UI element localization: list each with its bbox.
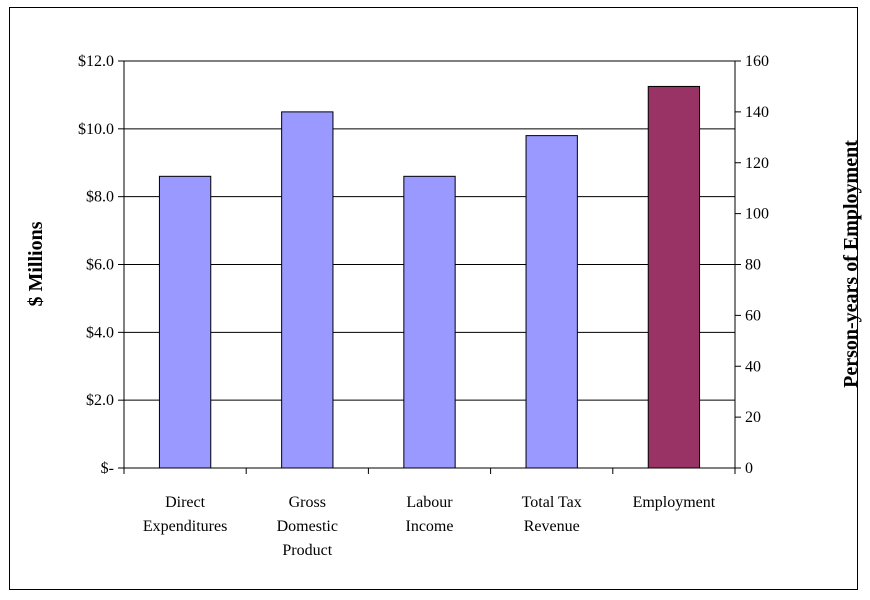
bar xyxy=(525,135,578,469)
right-axis-ticks: 0 20 40 60 80 100 120 140 160 xyxy=(735,53,769,477)
left-tick-label: $10.0 xyxy=(78,121,114,138)
right-tick-label: 60 xyxy=(745,307,761,324)
right-tick-label: 100 xyxy=(745,206,769,223)
left-tick-label: $2.0 xyxy=(86,392,114,409)
category-label: Labour Income xyxy=(406,494,454,535)
right-tick-label: 40 xyxy=(745,358,761,375)
bar xyxy=(647,85,701,469)
right-tick-label: 0 xyxy=(745,460,753,477)
right-tick-label: 20 xyxy=(745,409,761,426)
category-label: Total Tax Revenue xyxy=(522,494,582,535)
left-axis-title: $ Millions xyxy=(25,221,47,306)
category-label: Employment xyxy=(633,494,716,511)
left-tick-label: $6.0 xyxy=(86,257,114,274)
gridlines xyxy=(124,60,735,401)
right-tick-label: 140 xyxy=(745,104,769,121)
right-tick-label: 80 xyxy=(745,257,761,274)
bars xyxy=(158,85,701,469)
bar xyxy=(281,111,334,469)
bar xyxy=(158,175,212,469)
right-tick-label: 160 xyxy=(745,53,769,70)
right-axis-title: Person-years of Employment xyxy=(840,140,862,388)
left-tick-label: $12.0 xyxy=(78,53,114,70)
right-tick-label: 120 xyxy=(745,155,769,172)
left-tick-label: $- xyxy=(101,460,114,477)
category-label: Gross Domestic Product xyxy=(277,494,338,559)
left-axis-ticks: $- $2.0 $4.0 $6.0 $8.0 $10.0 $12.0 xyxy=(78,53,124,477)
left-tick-label: $4.0 xyxy=(86,324,114,341)
category-label: Direct Expenditures xyxy=(143,494,227,535)
category-labels: Direct Expenditures Gross Domestic Product La… xyxy=(143,494,716,559)
left-tick-label: $8.0 xyxy=(86,189,114,206)
bar xyxy=(403,175,456,469)
